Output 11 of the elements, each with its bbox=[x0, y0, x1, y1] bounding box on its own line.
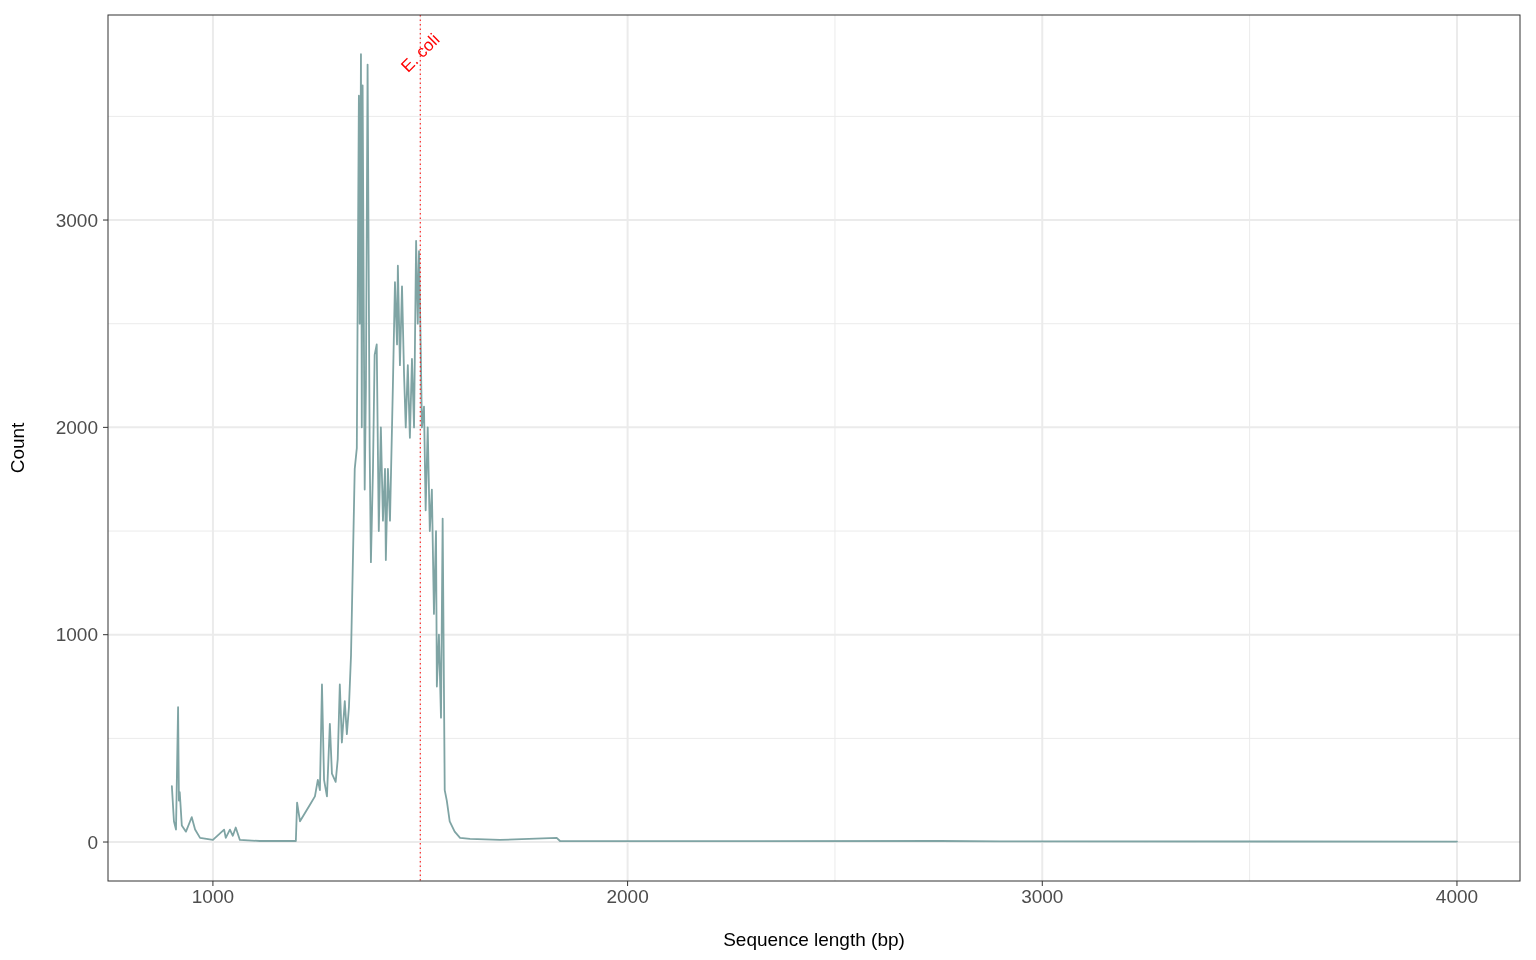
x-tick-label: 3000 bbox=[1021, 886, 1064, 907]
ref-line-label: E. coli bbox=[397, 30, 444, 77]
x-axis-title: Sequence length (bp) bbox=[723, 929, 905, 950]
y-tick-label: 3000 bbox=[55, 209, 98, 231]
y-tick-label: 1000 bbox=[55, 624, 98, 646]
x-tick-label: 1000 bbox=[191, 886, 235, 907]
x-tick-label: 2000 bbox=[606, 886, 649, 907]
y-tick-label: 2000 bbox=[55, 417, 98, 439]
y-tick-label: 0 bbox=[87, 831, 98, 853]
y-axis-title: Count bbox=[7, 421, 28, 474]
x-tick-label: 4000 bbox=[1435, 886, 1479, 907]
